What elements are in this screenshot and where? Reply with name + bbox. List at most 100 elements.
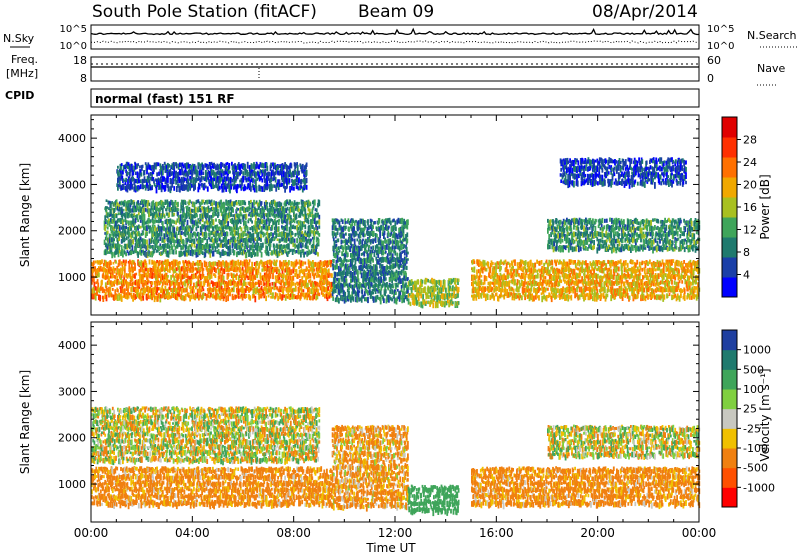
heatmap-cell: [317, 243, 320, 247]
heatmap-cell: [294, 169, 297, 175]
heatmap-cell: [129, 202, 132, 208]
heatmap-cell: [270, 260, 273, 264]
heatmap-cell: [137, 251, 139, 258]
heatmap-cell: [252, 177, 255, 183]
heatmap-cell: [189, 175, 191, 181]
heatmap-cell: [288, 230, 291, 235]
heatmap-cell: [173, 220, 176, 225]
heatmap-cell: [301, 276, 304, 280]
heatmap-cell: [153, 162, 156, 169]
heatmap-cell: [166, 199, 169, 204]
heatmap-cell: [368, 237, 371, 243]
heatmap-cell: [128, 262, 131, 270]
heatmap-cell: [331, 281, 333, 288]
heatmap-cell: [367, 284, 370, 290]
heatmap-cell: [113, 214, 116, 219]
heatmap-cell: [158, 184, 160, 190]
heatmap-cell: [351, 272, 354, 277]
heatmap-cell: [303, 214, 306, 220]
heatmap-cell: [168, 292, 171, 297]
heatmap-cell: [258, 164, 260, 170]
heatmap-cell: [253, 162, 255, 167]
heatmap-cell: [235, 274, 238, 280]
heatmap-cell: [242, 171, 245, 176]
heatmap-cell: [125, 177, 127, 183]
heatmap-cell: [156, 227, 159, 231]
heatmap-cell: [265, 295, 267, 302]
heatmap-cell: [246, 260, 248, 264]
heatmap-cell: [198, 162, 200, 167]
heatmap-cell: [173, 212, 176, 216]
heatmap-cell: [251, 206, 253, 211]
heatmap-cell: [177, 262, 180, 267]
heatmap-cell: [262, 261, 264, 267]
heatmap-cell: [221, 211, 224, 216]
heatmap-cell: [268, 172, 271, 177]
heatmap-cell: [151, 293, 153, 301]
heatmap-cell: [224, 243, 226, 247]
heatmap-cell: [284, 200, 287, 204]
heatmap-cell: [297, 226, 300, 231]
heatmap-cell: [121, 269, 124, 275]
heatmap-cell: [225, 266, 228, 271]
heatmap-cell: [168, 248, 171, 255]
heatmap-cell: [215, 213, 217, 217]
heatmap-cell: [118, 281, 121, 285]
heatmap-cell: [210, 243, 213, 247]
heatmap-cell: [204, 250, 207, 257]
heatmap-cell: [345, 283, 348, 287]
heatmap-cell: [384, 257, 386, 263]
heatmap-cell: [241, 236, 244, 241]
heatmap-cell: [118, 245, 120, 252]
heatmap-cell: [177, 239, 179, 244]
heatmap-cell: [286, 201, 289, 205]
heatmap-cell: [256, 239, 259, 244]
heatmap-cell: [120, 295, 123, 302]
heatmap-cell: [267, 251, 270, 257]
heatmap-cell: [302, 169, 305, 173]
heatmap-cell: [145, 245, 148, 252]
heatmap-cell: [147, 267, 150, 275]
heatmap-cell: [118, 244, 121, 247]
heatmap-cell: [267, 175, 270, 181]
heatmap-cell: [356, 276, 359, 282]
heatmap-cell: [204, 236, 207, 240]
heatmap-cell: [315, 281, 317, 286]
heatmap-cell: [178, 282, 181, 289]
heatmap-cell: [234, 294, 236, 300]
heatmap-cell: [195, 275, 198, 279]
heatmap-cell: [165, 279, 168, 283]
heatmap-cell: [148, 238, 151, 245]
heatmap-cell: [233, 201, 236, 207]
heatmap-cell: [276, 201, 279, 207]
heatmap-cell: [299, 249, 302, 254]
heatmap-cell: [334, 253, 337, 259]
heatmap-cell: [268, 268, 271, 275]
heatmap-cell: [318, 232, 321, 237]
heatmap-cell: [367, 291, 369, 296]
heatmap-cell: [225, 225, 228, 230]
heatmap-cell: [174, 176, 177, 182]
heatmap-cell: [293, 294, 296, 300]
heatmap-cell: [353, 238, 356, 245]
heatmap-cell: [172, 162, 175, 166]
heatmap-cell: [137, 219, 139, 222]
heatmap-cell: [283, 219, 286, 223]
heatmap-cell: [126, 161, 129, 169]
heatmap-cell: [220, 266, 223, 271]
heatmap-cell: [274, 236, 276, 240]
heatmap-cell: [170, 266, 173, 270]
heatmap-cell: [196, 214, 198, 218]
heatmap-cell: [153, 273, 156, 278]
heatmap-cell: [220, 206, 223, 210]
heatmap-cell: [194, 262, 196, 266]
heatmap-cell: [135, 233, 138, 240]
heatmap-cell: [369, 230, 372, 236]
heatmap-cell: [357, 278, 360, 283]
heatmap-cell: [110, 266, 112, 272]
heatmap-cell: [230, 184, 233, 190]
heatmap-cell: [131, 220, 134, 225]
heatmap-cell: [204, 293, 207, 296]
heatmap-cell: [179, 218, 182, 222]
heatmap-cell: [367, 263, 370, 267]
